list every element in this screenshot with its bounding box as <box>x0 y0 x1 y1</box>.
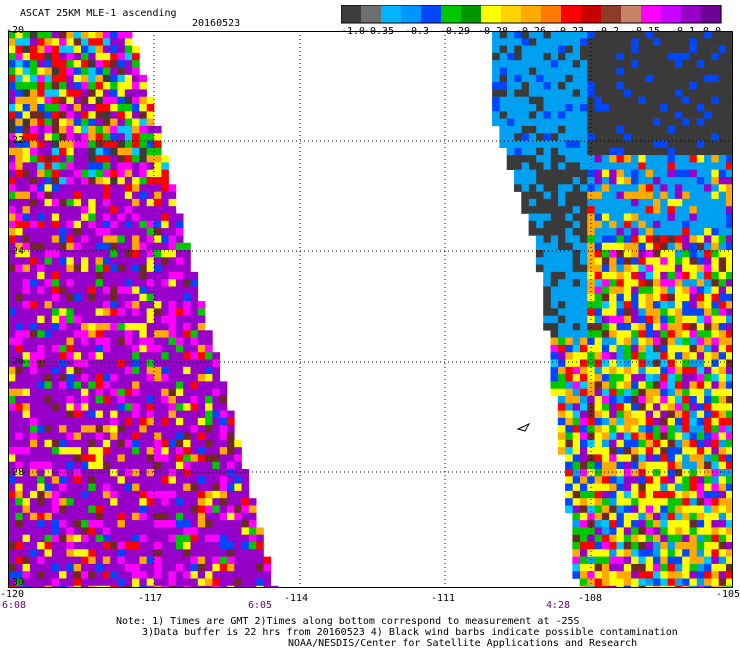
lat-label-28: -28 <box>6 467 25 478</box>
lat-label-20: -20 <box>6 25 25 36</box>
legend-swatch <box>561 5 582 23</box>
legend-swatch <box>501 5 522 23</box>
legend-swatch <box>701 5 722 23</box>
footnote-line-3: NOAA/NESDIS/Center for Satellite Applica… <box>288 638 638 649</box>
legend-swatch <box>641 5 662 23</box>
legend-swatch <box>461 5 482 23</box>
right-swath <box>492 31 733 588</box>
time-label-left: 6:08 <box>2 600 27 611</box>
legend-swatch <box>681 5 702 23</box>
wind-barb-marker <box>516 422 531 432</box>
swath-canvas <box>8 31 733 588</box>
map-title: ASCAT 25KM MLE-1 ascending <box>20 8 177 19</box>
legend-swatch <box>441 5 462 23</box>
legend-swatch <box>481 5 502 23</box>
lon-label-105: -105 <box>716 589 740 600</box>
footnote-line-1: Note: 1) Times are GMT 2)Times along bot… <box>116 616 580 627</box>
legend-swatch <box>381 5 402 23</box>
lat-label-26: -26 <box>6 356 25 367</box>
lon-label-111: -111 <box>431 593 456 604</box>
legend-swatch <box>621 5 642 23</box>
legend-swatch <box>521 5 542 23</box>
legend-swatch <box>421 5 442 23</box>
legend-swatch <box>661 5 682 23</box>
plot-frame <box>8 31 733 588</box>
map-date: 20160523 <box>192 18 241 29</box>
lon-label-114: -114 <box>284 593 309 604</box>
lat-label-30: -30 <box>6 577 25 588</box>
lon-label-120: -120 <box>0 589 25 600</box>
time-label-right: 4:28 <box>546 600 571 611</box>
legend-swatch <box>581 5 602 23</box>
legend-swatch <box>361 5 382 23</box>
swath-plot <box>8 31 733 588</box>
legend-swatch <box>541 5 562 23</box>
legend-swatch <box>341 5 362 23</box>
graticule <box>8 31 733 588</box>
lat-label-24: -24 <box>6 246 25 257</box>
lon-label-117: -117 <box>138 593 163 604</box>
legend-swatch <box>401 5 422 23</box>
legend-swatch <box>601 5 622 23</box>
time-label-mid: 6:05 <box>248 600 273 611</box>
lat-label-22: -22 <box>6 135 25 146</box>
footnote-line-2: 3)Data buffer is 22 hrs from 20160523 4)… <box>142 627 678 638</box>
left-swath <box>8 31 279 588</box>
lon-label-108: -108 <box>578 593 603 604</box>
